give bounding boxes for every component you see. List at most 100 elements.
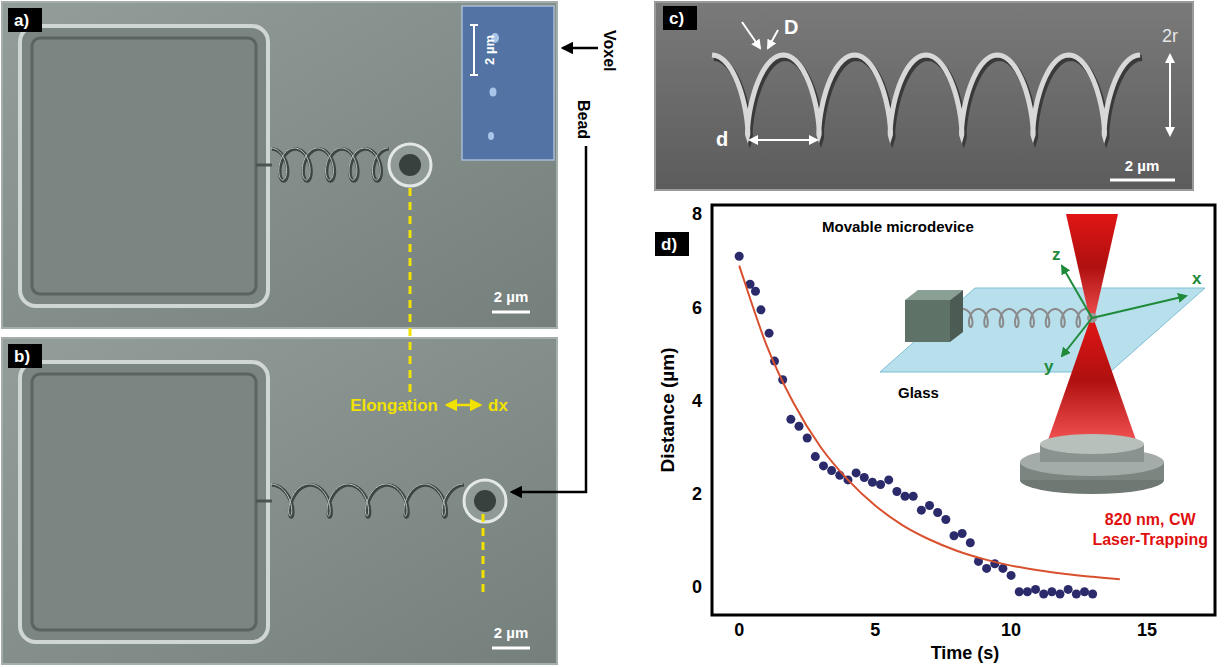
data-point	[1047, 587, 1056, 596]
panel-letter: c)	[669, 9, 684, 28]
bead-label: Bead	[575, 100, 592, 139]
bead-core	[474, 490, 496, 512]
plot-frame	[712, 205, 1215, 615]
data-point	[811, 452, 820, 461]
scale-bar-label: 2 µm	[494, 624, 529, 641]
micrograph	[2, 2, 557, 328]
spring-stem	[256, 500, 272, 503]
spring	[272, 149, 389, 181]
data-point	[925, 501, 934, 510]
sem-image	[655, 2, 1193, 190]
reference-line	[482, 514, 485, 592]
data-layer	[735, 252, 1120, 599]
axis-arrow	[1062, 318, 1092, 356]
data-point	[909, 492, 918, 501]
scale-bar-label: 2 µm	[1125, 157, 1160, 174]
elongation-arrow	[447, 404, 480, 407]
panel-letter: a)	[14, 11, 29, 30]
data-point	[1088, 590, 1097, 599]
axis-letter: x	[1192, 269, 1202, 288]
data-point	[917, 506, 926, 515]
data-point	[786, 415, 795, 424]
y-tick-label: 4	[692, 391, 702, 411]
anchor-block-inner	[32, 38, 256, 294]
spring-stem	[256, 164, 272, 167]
x-tick-label: 5	[870, 620, 880, 640]
scale-bar-label: 2 µm	[482, 35, 497, 65]
data-point	[803, 433, 812, 442]
voxel-label: Voxel	[601, 30, 618, 72]
wire-width-arrow	[742, 22, 760, 48]
anchor-block	[20, 362, 268, 642]
data-point	[949, 531, 958, 540]
dx-label: dx	[488, 396, 508, 415]
y-tick-label: 0	[692, 577, 702, 597]
spring	[712, 55, 1140, 135]
data-point	[1031, 585, 1040, 594]
axis-arrow	[1062, 266, 1092, 318]
laser-cone	[1048, 320, 1136, 440]
spring-shadow	[714, 58, 1142, 138]
microdevice-side	[950, 290, 963, 342]
voxel	[488, 132, 494, 140]
laser-label: 820 nm, CW	[1105, 511, 1197, 528]
panel-letter-box	[663, 6, 697, 30]
bead	[389, 144, 431, 186]
reference-line	[409, 188, 412, 398]
figure: 2 µm a) 2 µm b) 2 µm Elongation dx Voxel Bead c) D…	[0, 0, 1224, 667]
voxel-inset	[462, 6, 554, 160]
data-point	[884, 475, 893, 484]
data-point	[852, 468, 861, 477]
x-tick-label: 10	[1001, 620, 1021, 640]
bead	[464, 480, 506, 522]
data-point	[1064, 585, 1073, 594]
anchor-block	[20, 26, 268, 306]
y-tick-label: 8	[692, 204, 702, 224]
voxel	[490, 88, 497, 97]
objective-top	[1040, 434, 1144, 454]
data-point	[1056, 590, 1065, 599]
y-tick-label: 2	[692, 484, 702, 504]
data-point	[756, 305, 765, 314]
spring-highlight	[271, 484, 463, 516]
data-point	[751, 287, 760, 296]
panel-letter-box	[8, 344, 42, 368]
spring-highlight	[271, 148, 388, 180]
data-point	[735, 252, 744, 261]
x-axis-title: Time (s)	[931, 643, 1000, 663]
data-point	[1015, 587, 1024, 596]
data-point	[1039, 590, 1048, 599]
y-tick-label: 6	[692, 298, 702, 318]
wire-width-arrow	[768, 30, 778, 48]
dimension-label: D	[784, 16, 798, 38]
plot-area	[712, 205, 1215, 615]
pitch-arrow	[750, 139, 817, 141]
data-point	[892, 487, 901, 496]
y-axis-title: Distance (µm)	[657, 348, 678, 473]
elongation-label: Elongation	[350, 396, 438, 415]
laser-cone	[1066, 214, 1118, 320]
data-point	[982, 564, 991, 573]
panel-letter: b)	[14, 347, 30, 366]
scale-bar-label: 2 µm	[494, 288, 529, 305]
bead-core	[399, 154, 421, 176]
inset-spring	[963, 309, 1086, 327]
data-point	[819, 461, 828, 470]
scale-bar	[492, 647, 530, 650]
dimension-label: 2r	[1162, 26, 1178, 46]
data-point	[901, 492, 910, 501]
microdevice-front	[905, 300, 950, 342]
scale-bar-cap	[470, 24, 478, 26]
data-point	[933, 508, 942, 517]
data-point	[765, 329, 774, 338]
axis-letter: y	[1044, 357, 1054, 376]
axis-letter: z	[1052, 245, 1061, 264]
glass-plane	[880, 288, 1205, 372]
panel-letter-box	[8, 8, 42, 32]
laser-label: Laser-Trapping	[1092, 531, 1208, 548]
data-point	[941, 515, 950, 524]
data-point	[795, 422, 804, 431]
data-point	[1072, 590, 1081, 599]
micrograph	[2, 338, 557, 664]
panel-letter: d)	[661, 235, 677, 254]
